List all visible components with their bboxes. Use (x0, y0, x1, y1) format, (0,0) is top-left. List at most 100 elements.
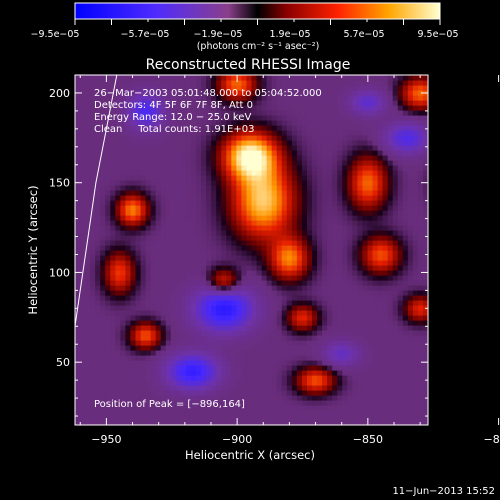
heatmap-cell (322, 140, 328, 146)
heatmap-cell (155, 350, 162, 356)
heatmap-cell (397, 405, 404, 411)
heatmap-cell (110, 385, 116, 391)
heatmap-cell (397, 385, 404, 391)
heatmap-cell (120, 295, 127, 301)
heatmap-cell (120, 410, 127, 416)
heatmap-cell (145, 270, 152, 276)
heatmap-cell (367, 85, 374, 91)
heatmap-cell (387, 115, 394, 121)
heatmap-cell (392, 255, 399, 261)
heatmap-cell (125, 265, 132, 271)
heatmap-cell (281, 285, 288, 291)
heatmap-cell (422, 210, 428, 216)
heatmap-cell (100, 125, 106, 131)
colorbar-label-1: −5.7e−05 (121, 29, 170, 40)
heatmap-cell (382, 270, 389, 276)
heatmap-cell (276, 285, 283, 291)
heatmap-cell (291, 205, 298, 211)
heatmap-cell (337, 95, 343, 101)
heatmap-cell (402, 210, 409, 216)
heatmap-cell (332, 220, 338, 226)
heatmap-cell (352, 220, 358, 226)
heatmap-cell (306, 175, 313, 181)
heatmap-cell (387, 320, 394, 326)
heatmap-cell (221, 120, 227, 126)
heatmap-cell (317, 110, 323, 116)
heatmap-cell (347, 130, 353, 136)
heatmap-cell (256, 235, 263, 241)
heatmap-cell (180, 95, 187, 101)
heatmap-cell (90, 385, 96, 391)
heatmap-cell (261, 135, 268, 141)
heatmap-cell (201, 165, 207, 171)
heatmap-cell (180, 415, 187, 421)
heatmap-cell (317, 190, 323, 196)
heatmap-cell (337, 350, 343, 356)
heatmap-cell (80, 115, 86, 121)
heatmap-cell (312, 415, 318, 421)
heatmap-cell (145, 110, 152, 116)
heatmap-cell (337, 165, 343, 171)
heatmap-cell (271, 340, 278, 346)
heatmap-cell (185, 300, 192, 306)
heatmap-cell (246, 185, 253, 191)
heatmap-cell (407, 130, 414, 136)
heatmap-cell (317, 215, 323, 221)
heatmap-cell (286, 265, 293, 271)
heatmap-cell (155, 375, 162, 381)
heatmap-cell (135, 85, 142, 91)
heatmap-cell (357, 415, 364, 421)
heatmap-cell (211, 270, 217, 276)
heatmap-cell (281, 105, 288, 111)
heatmap-cell (412, 170, 419, 176)
heatmap-cell (377, 155, 384, 161)
heatmap-cell (236, 330, 243, 336)
heatmap-cell (241, 275, 248, 281)
heatmap-cell (145, 80, 152, 86)
heatmap-cell (160, 195, 167, 201)
heatmap-cell (412, 325, 419, 331)
heatmap-cell (342, 160, 348, 166)
heatmap-cell (417, 210, 424, 216)
heatmap-cell (110, 110, 116, 116)
heatmap-cell (145, 365, 152, 371)
heatmap-cell (296, 225, 303, 231)
heatmap-cell (125, 280, 132, 286)
heatmap-cell (221, 295, 227, 301)
heatmap-cell (392, 335, 399, 341)
heatmap-cell (221, 370, 227, 376)
heatmap-cell (110, 340, 116, 346)
heatmap-cell (206, 305, 212, 311)
heatmap-cell (196, 415, 202, 421)
heatmap-cell (412, 270, 419, 276)
heatmap-cell (155, 80, 162, 86)
heatmap-cell (140, 75, 147, 81)
heatmap-cell (402, 225, 409, 231)
heatmap-cell (367, 100, 374, 106)
heatmap-cell (216, 355, 222, 361)
heatmap-cell (246, 135, 253, 141)
heatmap-cell (327, 250, 333, 256)
heatmap-cell (155, 330, 162, 336)
heatmap-cell (196, 305, 202, 311)
heatmap-cell (216, 135, 222, 141)
heatmap-cell (115, 165, 121, 171)
heatmap-cell (317, 370, 323, 376)
heatmap-cell (150, 100, 157, 106)
heatmap-cell (206, 75, 212, 81)
heatmap-cell (135, 295, 142, 301)
heatmap-cell (150, 120, 157, 126)
heatmap-cell (276, 155, 283, 161)
heatmap-cell (115, 220, 121, 226)
heatmap-cell (281, 155, 288, 161)
heatmap-cell (306, 165, 313, 171)
heatmap-cell (175, 315, 182, 321)
heatmap-cell (175, 175, 182, 181)
heatmap-cell (105, 85, 111, 91)
heatmap-cell (281, 140, 288, 146)
heatmap-cell (327, 390, 333, 396)
heatmap-cell (100, 395, 106, 401)
heatmap-cell (402, 175, 409, 181)
heatmap-cell (306, 365, 313, 371)
heatmap-cell (322, 300, 328, 306)
